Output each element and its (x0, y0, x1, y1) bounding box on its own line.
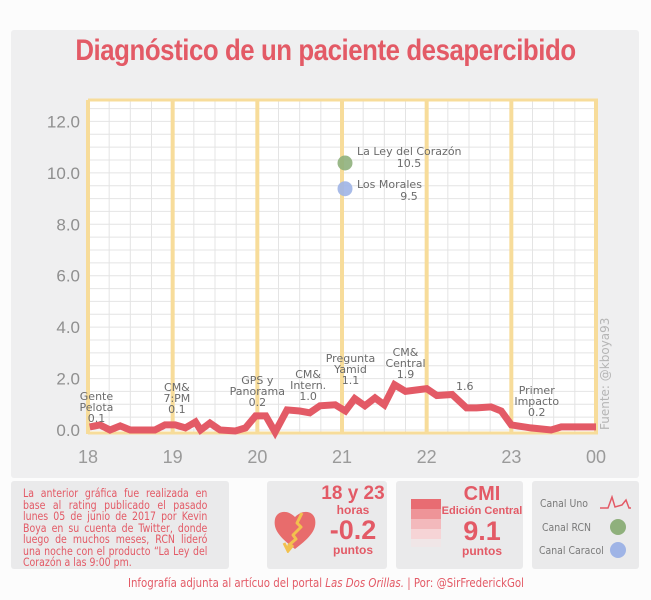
x-tick-label: 22 (417, 447, 437, 467)
y-tick-label: 4.0 (56, 318, 80, 337)
y-tick-label: 12.0 (47, 112, 80, 131)
data-label: 9.5 (400, 190, 418, 203)
x-tick-label: 20 (247, 447, 267, 467)
data-label: Yamid (333, 363, 367, 376)
cmi-unit: puntos (462, 544, 502, 558)
data-point (337, 155, 353, 171)
data-label: 7:PM (163, 392, 190, 405)
data-label: 0.1 (88, 412, 106, 425)
stacked-bars-icon (411, 499, 441, 547)
data-label: Primer (519, 384, 556, 397)
cmi-value: 9.1 (463, 516, 501, 546)
series-canal-uno (89, 379, 596, 440)
note-text: La anterior gráfica fue realizada en bas… (23, 487, 208, 569)
legend-panel: Canal Uno Canal RCN Canal Caracol (532, 481, 639, 569)
data-label: Panorama (230, 385, 285, 398)
data-label: 1.0 (299, 390, 317, 403)
line-chart: 0.0 2.0 4.0 6.0 8.0 10.0 12.0 18 19 20 21 22 23 00 G… (47, 98, 606, 467)
data-label: 1.6 (456, 380, 474, 393)
legend-canal-uno: Canal Uno (540, 497, 588, 510)
x-tick-label: 00 (586, 447, 606, 467)
data-point (337, 181, 353, 197)
data-label: Central (385, 357, 425, 370)
y-tick-label: 2.0 (56, 370, 80, 389)
x-tick-label: 19 (163, 447, 183, 467)
points (337, 155, 353, 197)
drop-range: 18 y 23 (321, 483, 385, 504)
data-label: 0.2 (249, 396, 267, 409)
cmi-title: CMI (463, 483, 501, 505)
y-tick-label: 10.0 (47, 164, 80, 183)
data-label: Los Morales (357, 178, 422, 191)
data-label: 1.9 (397, 368, 415, 381)
y-tick-label: 8.0 (56, 215, 80, 234)
x-tick-label: 23 (501, 447, 521, 467)
x-tick-label: 21 (332, 447, 352, 467)
line-sparkline-icon (600, 495, 631, 509)
data-label: GPS y (241, 374, 274, 387)
legend-canal-caracol: Canal Caracol (539, 544, 604, 557)
page-title: Diagnóstico de un paciente desapercibido (75, 34, 576, 67)
drop-unit-top: horas (336, 503, 370, 517)
legend-label: Canal Uno (540, 497, 588, 510)
x-tick-label: 18 (78, 447, 98, 467)
legend-canal-rcn: Canal RCN (542, 521, 591, 534)
data-label: CM& (393, 346, 419, 359)
data-label: 10.5 (397, 157, 422, 170)
cmi-subtitle: Edición Central (441, 505, 523, 517)
data-label: Pelota (80, 401, 114, 414)
broken-heart-icon (274, 511, 316, 553)
series-line (89, 379, 596, 440)
footer-author-link[interactable]: @SirFrederickGol (436, 576, 524, 590)
footer-portal-link[interactable]: Las Dos Orillas. (324, 576, 404, 590)
y-tick-label: 6.0 (56, 267, 80, 286)
data-label: CM& (164, 381, 190, 394)
caracol-marker-icon (610, 542, 626, 558)
grid (86, 98, 598, 435)
data-label: Gente (80, 390, 114, 403)
data-label: CM& (295, 368, 321, 381)
data-label: Pregunta (326, 352, 375, 365)
source-credit: Fuente: @kboya93 (598, 317, 612, 430)
y-tick-label: 0.0 (56, 421, 80, 440)
drop-unit: puntos (333, 543, 373, 557)
footer-text: Infografía adjunta al artícuo del portal (127, 576, 325, 590)
data-label: La Ley del Corazón (357, 145, 462, 158)
rcn-marker-icon (610, 519, 626, 535)
data-label: 0.1 (168, 403, 186, 416)
data-label: Intern. (290, 379, 326, 392)
drop-value: -0.2 (329, 515, 377, 545)
cmi-panel: CMI Edición Central 9.1 puntos (396, 481, 523, 569)
y-axis: 0.0 2.0 4.0 6.0 8.0 10.0 12.0 (47, 112, 80, 440)
legend-label: Canal RCN (542, 521, 592, 534)
data-label: 0.2 (528, 406, 546, 419)
note-panel: La anterior gráfica fue realizada en bas… (11, 481, 229, 569)
legend-label: Canal Caracol (539, 544, 604, 557)
footer: Infografía adjunta al artícuo del portal… (0, 576, 651, 590)
x-axis: 18 19 20 21 22 23 00 (78, 447, 606, 467)
footer-sep: | Por: (403, 576, 437, 590)
data-label: 1.1 (342, 374, 360, 387)
drop-panel: 18 y 23 horas -0.2 puntos (267, 481, 387, 569)
data-label: Impacto (514, 395, 559, 408)
